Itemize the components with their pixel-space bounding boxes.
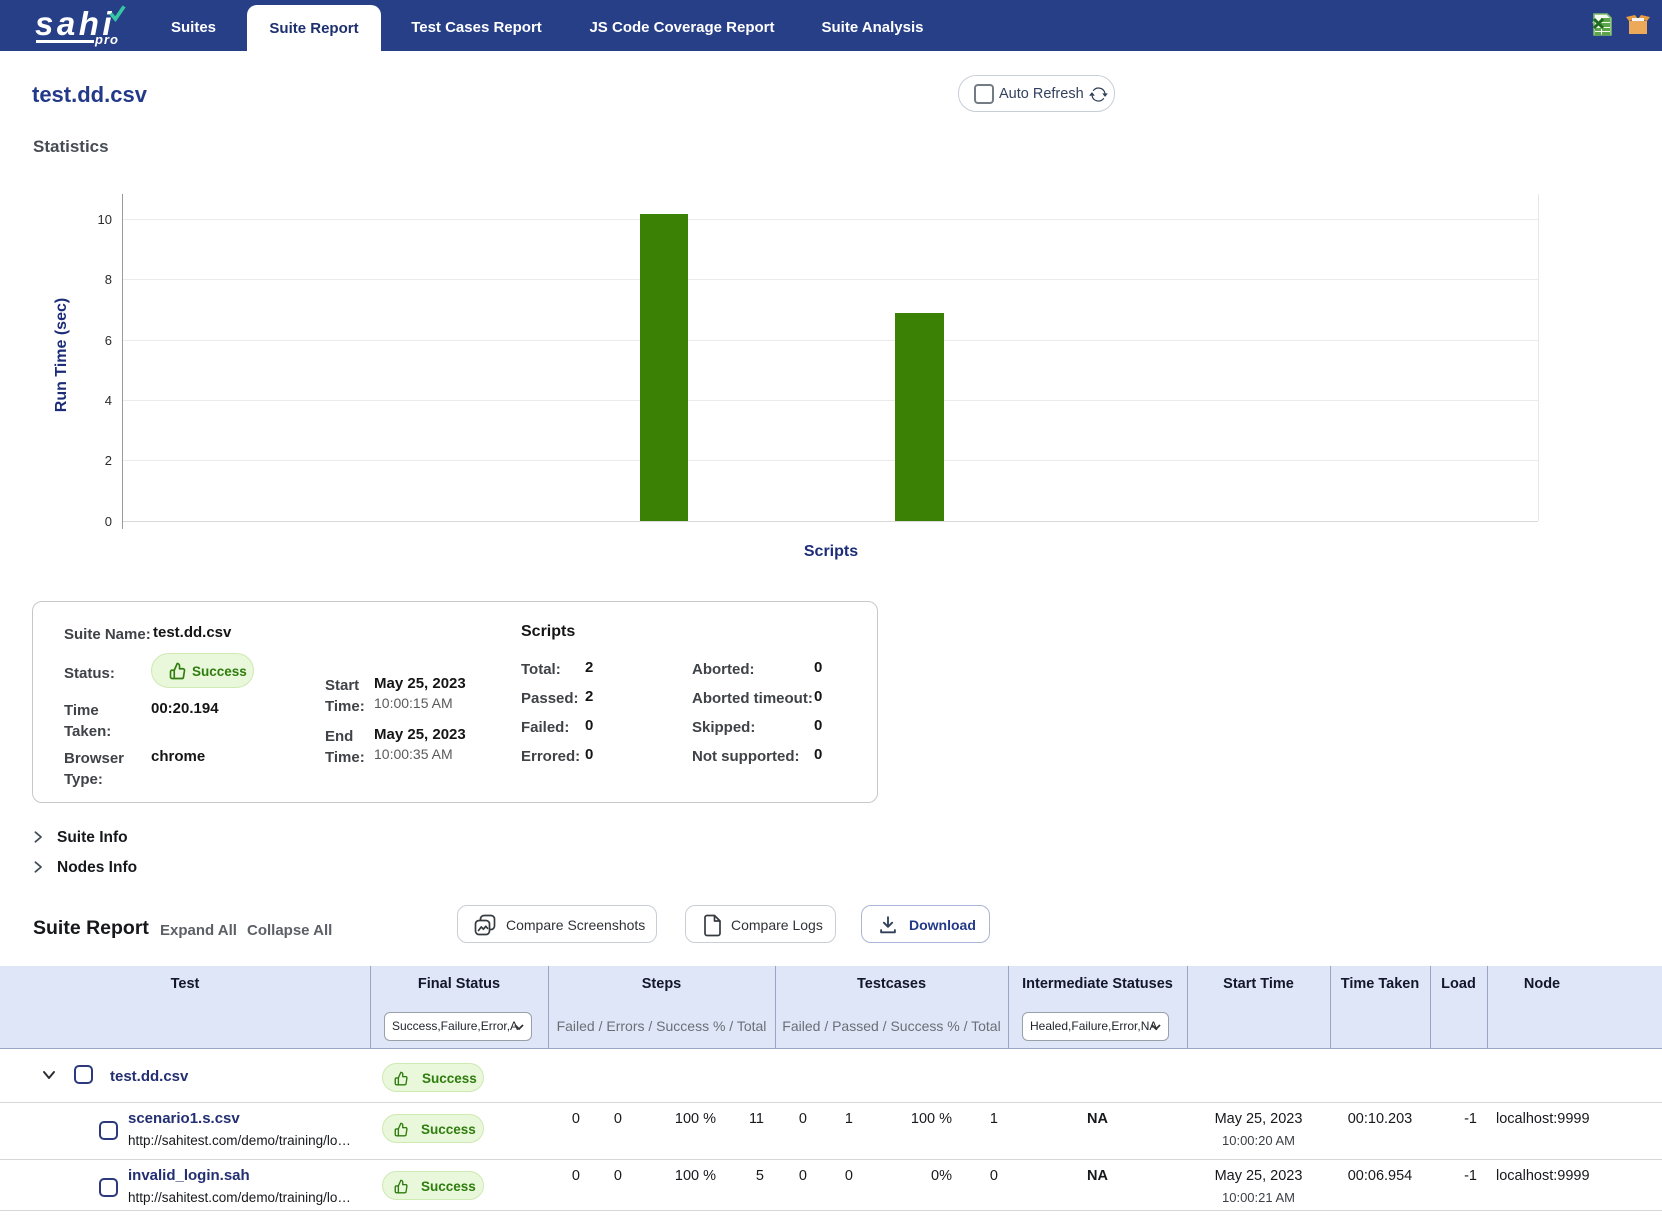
svg-text:0: 0	[105, 514, 112, 529]
svg-text:4: 4	[105, 393, 112, 408]
svg-text:6: 6	[105, 333, 112, 348]
svg-text:Scripts: Scripts	[804, 543, 858, 560]
svg-text:Run Time (sec): Run Time (sec)	[53, 298, 70, 412]
svg-text:10: 10	[98, 212, 112, 227]
svg-text:2: 2	[105, 453, 112, 468]
svg-text:8: 8	[105, 272, 112, 287]
